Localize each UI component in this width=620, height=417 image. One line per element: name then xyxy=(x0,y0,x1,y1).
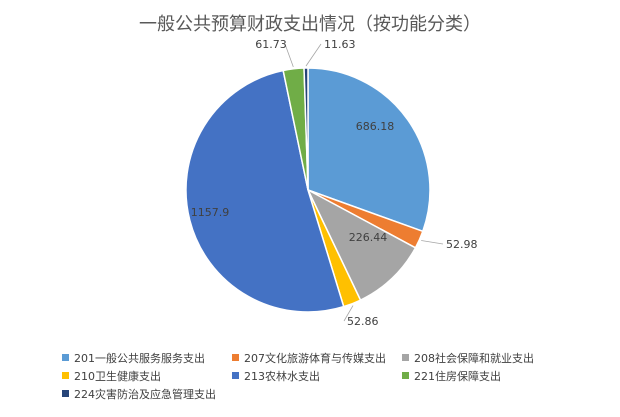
legend-swatch-6 xyxy=(62,390,69,397)
legend-swatch-4 xyxy=(232,372,239,379)
legend-item-0: 201一般公共服务服务支出 xyxy=(62,352,205,366)
pie-slice-2 xyxy=(306,188,417,302)
leader-line-3 xyxy=(343,305,354,322)
legend-item-5: 221住房保障支出 xyxy=(402,370,501,384)
legend-label-3: 210卫生健康支出 xyxy=(74,370,161,383)
legend-swatch-0 xyxy=(62,354,69,361)
pie-slice-6 xyxy=(303,67,309,191)
data-label-0: 686.18 xyxy=(356,120,395,133)
data-label-3: 52.86 xyxy=(347,315,379,328)
legend-item-4: 213农林水支出 xyxy=(232,370,320,384)
legend-label-5: 221住房保障支出 xyxy=(414,370,501,383)
data-label-5: 61.73 xyxy=(255,38,287,51)
data-label-4: 1157.9 xyxy=(191,206,230,219)
legend-item-2: 208社会保障和就业支出 xyxy=(402,352,534,366)
legend-swatch-2 xyxy=(402,354,409,361)
pie-slice-4 xyxy=(185,69,345,313)
leader-line-6 xyxy=(305,43,322,67)
leader-line-5 xyxy=(284,43,294,68)
legend-label-6: 224灾害防治及应急管理支出 xyxy=(74,388,216,401)
legend-swatch-3 xyxy=(62,372,69,379)
leader-line-1 xyxy=(421,240,444,245)
data-label-2: 226.44 xyxy=(349,231,388,244)
data-label-1: 52.98 xyxy=(446,238,478,251)
pie-slice-0 xyxy=(307,67,431,233)
legend-item-1: 207文化旅游体育与传媒支出 xyxy=(232,352,386,366)
legend-label-2: 208社会保障和就业支出 xyxy=(414,352,534,365)
legend-item-6: 224灾害防治及应急管理支出 xyxy=(62,388,216,402)
legend-label-4: 213农林水支出 xyxy=(244,370,320,383)
legend-swatch-5 xyxy=(402,372,409,379)
chart-title: 一般公共预算财政支出情况（按功能分类） xyxy=(139,14,481,35)
data-label-6: 11.63 xyxy=(324,38,356,51)
legend-item-3: 210卫生健康支出 xyxy=(62,370,161,384)
pie-chart: 686.18 52.98 226.44 52.86 1157.9 61.73 11.63 xyxy=(185,38,478,328)
legend-label-0: 201一般公共服务服务支出 xyxy=(74,352,205,365)
legend-label-1: 207文化旅游体育与传媒支出 xyxy=(244,352,386,365)
legend-swatch-1 xyxy=(232,354,239,361)
